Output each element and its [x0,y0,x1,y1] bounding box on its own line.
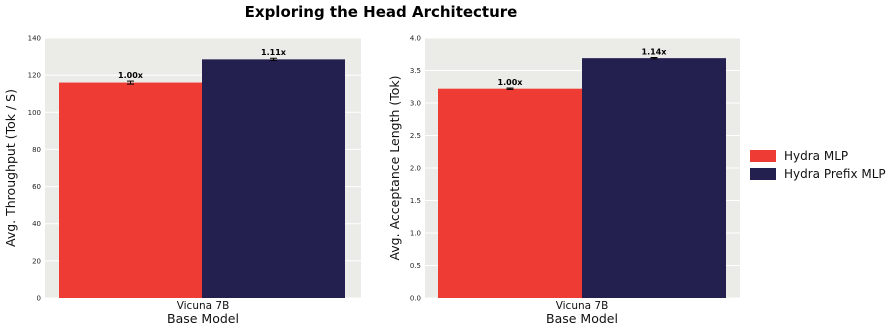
figure-title: Exploring the Head Architecture [245,3,518,21]
chart-1-y-tick-label: 140 [28,35,41,43]
legend-swatch-hydra-prefix-mlp [750,168,776,180]
chart-1-data-label-hydra-mlp: 1.00x [118,71,144,80]
chart-2-data-label-hydra-prefix-mlp: 1.14x [642,48,668,57]
chart-1-y-tick-label: 60 [32,183,41,191]
chart-2-data-label-hydra-mlp: 1.00x [498,78,524,87]
chart-1-x-axis-title: Base Model [167,311,239,326]
chart-2-y-tick-label: 0.5 [410,262,421,270]
legend-label-hydra-mlp: Hydra MLP [784,149,848,163]
chart-2-bar-hydra-prefix-mlp [582,58,726,298]
legend-label-hydra-prefix-mlp: Hydra Prefix MLP [784,167,886,181]
chart-2-y-tick-label: 1.5 [410,197,421,205]
legend-item-hydra-mlp: Hydra MLP [750,149,848,163]
chart-2-y-tick-label: 3.5 [410,67,421,75]
chart-2-y-axis-title: Avg. Acceptance Length (Tok) [387,75,402,260]
acceptance-length-chart: 0.00.51.01.52.02.53.03.54.01.00x1.14xVic… [387,35,740,326]
legend: Hydra MLP Hydra Prefix MLP [750,149,886,181]
chart-2-y-tick-label: 4.0 [410,35,421,43]
chart-2-y-tick-label: 2.5 [410,132,421,140]
legend-item-hydra-prefix-mlp: Hydra Prefix MLP [750,167,886,181]
chart-1-y-tick-label: 40 [32,220,41,228]
chart-1-y-tick-label: 20 [32,257,41,265]
chart-1-data-label-hydra-prefix-mlp: 1.11x [261,48,287,57]
chart-1-y-tick-label: 0 [37,295,41,303]
chart-1-y-tick-label: 120 [28,72,41,80]
legend-swatch-hydra-mlp [750,150,776,162]
chart-2-y-tick-label: 0.0 [410,295,421,303]
chart-2-bar-hydra-mlp [438,89,582,298]
chart-1-bar-hydra-mlp [59,83,202,298]
chart-1-bar-hydra-prefix-mlp [202,59,345,298]
chart-2-x-axis-title: Base Model [546,311,618,326]
chart-1-y-tick-label: 80 [32,146,41,154]
chart-2-y-tick-label: 1.0 [410,230,421,238]
chart-2-y-tick-label: 2.0 [410,165,421,173]
chart-1-y-tick-label: 100 [28,109,41,117]
chart-2-y-tick-label: 3.0 [410,100,421,108]
chart-1-y-axis-title: Avg. Throughput (Tok / S) [3,89,18,247]
